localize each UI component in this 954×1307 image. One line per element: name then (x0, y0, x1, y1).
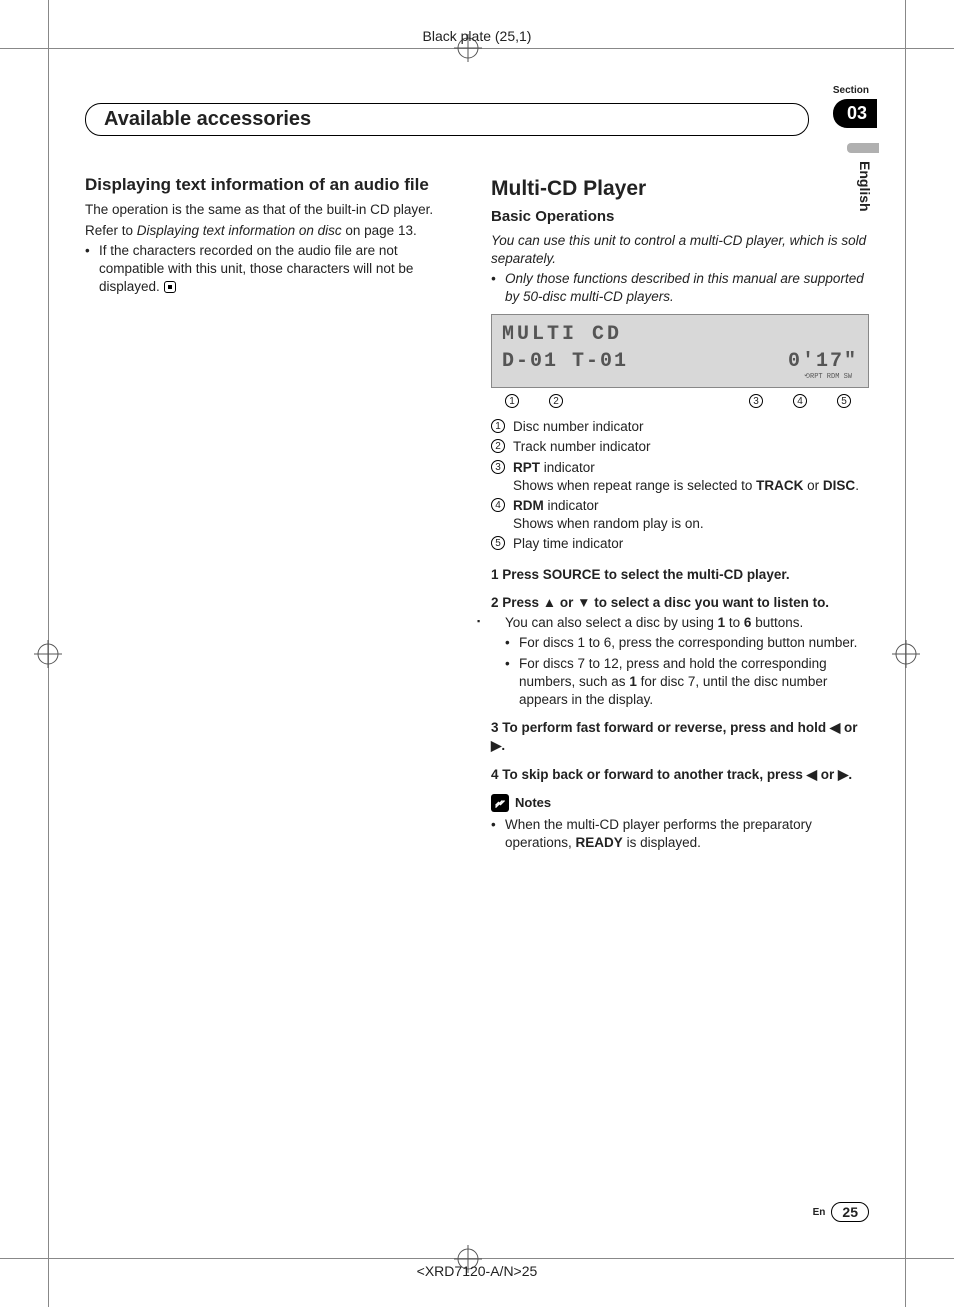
reg-mark-right (892, 640, 920, 668)
section-number-badge: 03 (833, 99, 877, 128)
section-label: Section (833, 85, 869, 96)
step-2: 2 Press ▲ or ▼ to select a disc you want… (491, 594, 869, 709)
step-4: 4 To skip back or forward to another tra… (491, 766, 869, 784)
left-bullet-1: If the characters recorded on the audio … (99, 242, 463, 297)
step2-sq: You can also select a disc by using 1 to… (505, 614, 869, 632)
footer-text: <XRD7120-A/N>25 (0, 1263, 954, 1279)
ind-2: 2Track number indicator (491, 438, 869, 456)
lcd-display: MULTI CD D-01 T-01 0'17" ⟲RPT RDM SW (491, 314, 869, 387)
left-p1: The operation is the same as that of the… (85, 201, 463, 219)
step-3: 3 To perform fast forward or reverse, pr… (491, 719, 869, 755)
language-tab-bar (847, 143, 879, 153)
right-column: Multi-CD Player Basic Operations You can… (491, 175, 869, 854)
right-intro-bullets: Only those functions described in this m… (491, 270, 869, 306)
ind-1: 1Disc number indicator (491, 418, 869, 436)
notes-icon (491, 794, 509, 812)
page-body: Section 03 Available accessories English… (85, 85, 869, 1222)
right-intro: You can use this unit to control a multi… (491, 232, 869, 268)
step-1: 1 Press SOURCE to select the multi-CD pl… (491, 566, 869, 584)
right-heading: Multi-CD Player (491, 175, 869, 203)
ind-3: 3RPT indicator Shows when repeat range i… (491, 459, 869, 495)
reg-mark-left (34, 640, 62, 668)
left-bullets: If the characters recorded on the audio … (85, 242, 463, 297)
ind-5: 5Play time indicator (491, 535, 869, 553)
left-p2: Refer to Displaying text information on … (85, 222, 463, 240)
note-1: When the multi-CD player performs the pr… (505, 816, 869, 852)
page-number: En 25 (813, 1202, 869, 1222)
ind-4-sub: Shows when random play is on. (513, 515, 869, 533)
notes-list: When the multi-CD player performs the pr… (491, 816, 869, 852)
indicator-list: 1Disc number indicator 2Track number ind… (491, 418, 869, 554)
step2-n2: For discs 7 to 12, press and hold the co… (519, 655, 869, 710)
left-column: Displaying text information of an audio … (85, 175, 463, 854)
page-title: Available accessories (85, 103, 809, 136)
ind-3-sub: Shows when repeat range is selected to T… (513, 477, 869, 495)
notes-heading: Notes (491, 794, 869, 812)
right-sub: Basic Operations (491, 207, 869, 227)
end-icon (164, 281, 176, 293)
right-intro-b1: Only those functions described in this m… (505, 270, 869, 306)
lcd-line1: MULTI CD (502, 321, 858, 348)
step2-n1: For discs 1 to 6, press the correspondin… (519, 634, 869, 652)
lcd-line2: D-01 T-01 0'17" (502, 348, 858, 375)
plate-text: Black plate (25,1) (0, 28, 954, 44)
ind-4: 4RDM indicator Shows when random play is… (491, 497, 869, 533)
left-heading: Displaying text information of an audio … (85, 175, 463, 195)
lcd-callouts: 1 2 3 4 5 (491, 392, 869, 408)
